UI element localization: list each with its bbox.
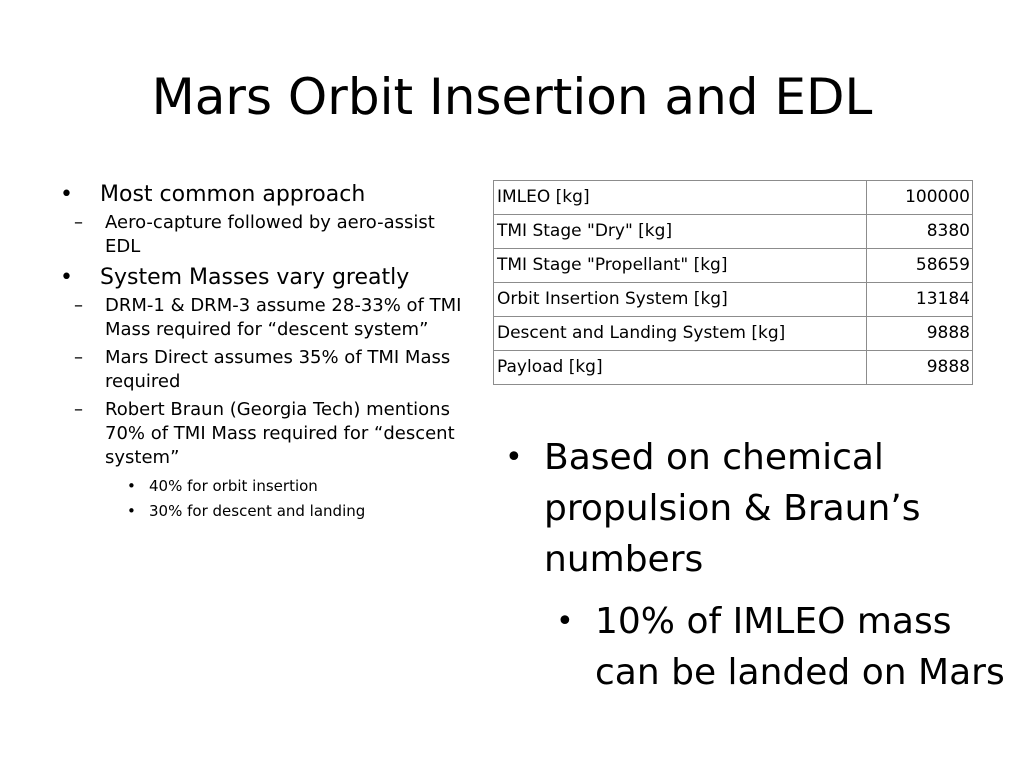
table-row: Payload [kg] 9888 — [493, 350, 973, 385]
bullet-text: Most common approach — [100, 182, 366, 207]
sub-sub-bullet-text: 40% for orbit insertion — [149, 477, 318, 495]
sub-sub-bullet-text: 30% for descent and landing — [149, 502, 366, 520]
sub-bullet-text: DRM-1 & DRM-3 assume 28-33% of TMI Mass … — [105, 295, 462, 340]
sub-bullet-text: 10% of IMLEO mass can be landed on Mars — [595, 601, 1005, 693]
table-cell-label: TMI Stage "Propellant" [kg] — [493, 248, 867, 283]
sub-bullet-item: • 10% of IMLEO mass can be landed on Mar… — [505, 596, 1015, 698]
slide-title: Mars Orbit Insertion and EDL — [151, 68, 873, 126]
table-row: Descent and Landing System [kg] 9888 — [493, 316, 973, 351]
sub-bullet-item: – DRM-1 & DRM-3 assume 28-33% of TMI Mas… — [60, 294, 470, 342]
bullet-icon: • — [505, 440, 523, 475]
table-row: TMI Stage "Propellant" [kg] 58659 — [493, 248, 973, 283]
table-cell-value: 58659 — [866, 248, 973, 283]
bullet-item: • Based on chemical propulsion & Braun’s… — [505, 432, 1015, 585]
table-cell-value: 13184 — [866, 282, 973, 317]
dash-icon: – — [74, 295, 83, 316]
bullet-icon: • — [556, 604, 574, 639]
table-cell-label: Payload [kg] — [493, 350, 867, 385]
table-cell-label: TMI Stage "Dry" [kg] — [493, 214, 867, 249]
right-bullet-list: • Based on chemical propulsion & Braun’s… — [505, 432, 1015, 698]
table-cell-label: Orbit Insertion System [kg] — [493, 282, 867, 317]
mass-table: IMLEO [kg] 100000 TMI Stage "Dry" [kg] 8… — [493, 180, 973, 385]
left-bullet-list: • Most common approach – Aero-capture fo… — [60, 180, 470, 524]
bullet-icon: • — [60, 265, 73, 290]
sub-sub-bullet-item: • 30% for descent and landing — [60, 499, 470, 524]
dash-icon: – — [74, 212, 83, 233]
table-cell-label: IMLEO [kg] — [493, 180, 867, 215]
bullet-icon: • — [127, 502, 136, 520]
bullet-text: Based on chemical propulsion & Braun’s n… — [544, 437, 921, 580]
bullet-icon: • — [60, 182, 73, 207]
table-cell-value: 9888 — [866, 316, 973, 351]
sub-bullet-item: – Robert Braun (Georgia Tech) mentions 7… — [60, 398, 470, 470]
sub-sub-bullet-item: • 40% for orbit insertion — [60, 474, 470, 499]
bullet-item: • System Masses vary greatly — [60, 263, 470, 292]
table-cell-value: 100000 — [866, 180, 973, 215]
table-row: Orbit Insertion System [kg] 13184 — [493, 282, 973, 317]
dash-icon: – — [74, 399, 83, 420]
sub-bullet-text: Robert Braun (Georgia Tech) mentions 70%… — [105, 399, 455, 468]
table-cell-value: 8380 — [866, 214, 973, 249]
sub-bullet-item: – Aero-capture followed by aero-assist E… — [60, 211, 470, 259]
bullet-text: System Masses vary greatly — [100, 265, 410, 290]
table-row: TMI Stage "Dry" [kg] 8380 — [493, 214, 973, 249]
sub-bullet-item: – Mars Direct assumes 35% of TMI Mass re… — [60, 346, 470, 394]
sub-bullet-text: Aero-capture followed by aero-assist EDL — [105, 212, 435, 257]
table-cell-label: Descent and Landing System [kg] — [493, 316, 867, 351]
dash-icon: – — [74, 347, 83, 368]
sub-bullet-text: Mars Direct assumes 35% of TMI Mass requ… — [105, 347, 451, 392]
table-cell-value: 9888 — [866, 350, 973, 385]
bullet-item: • Most common approach — [60, 180, 470, 209]
table-row: IMLEO [kg] 100000 — [493, 180, 973, 215]
bullet-icon: • — [127, 477, 136, 495]
